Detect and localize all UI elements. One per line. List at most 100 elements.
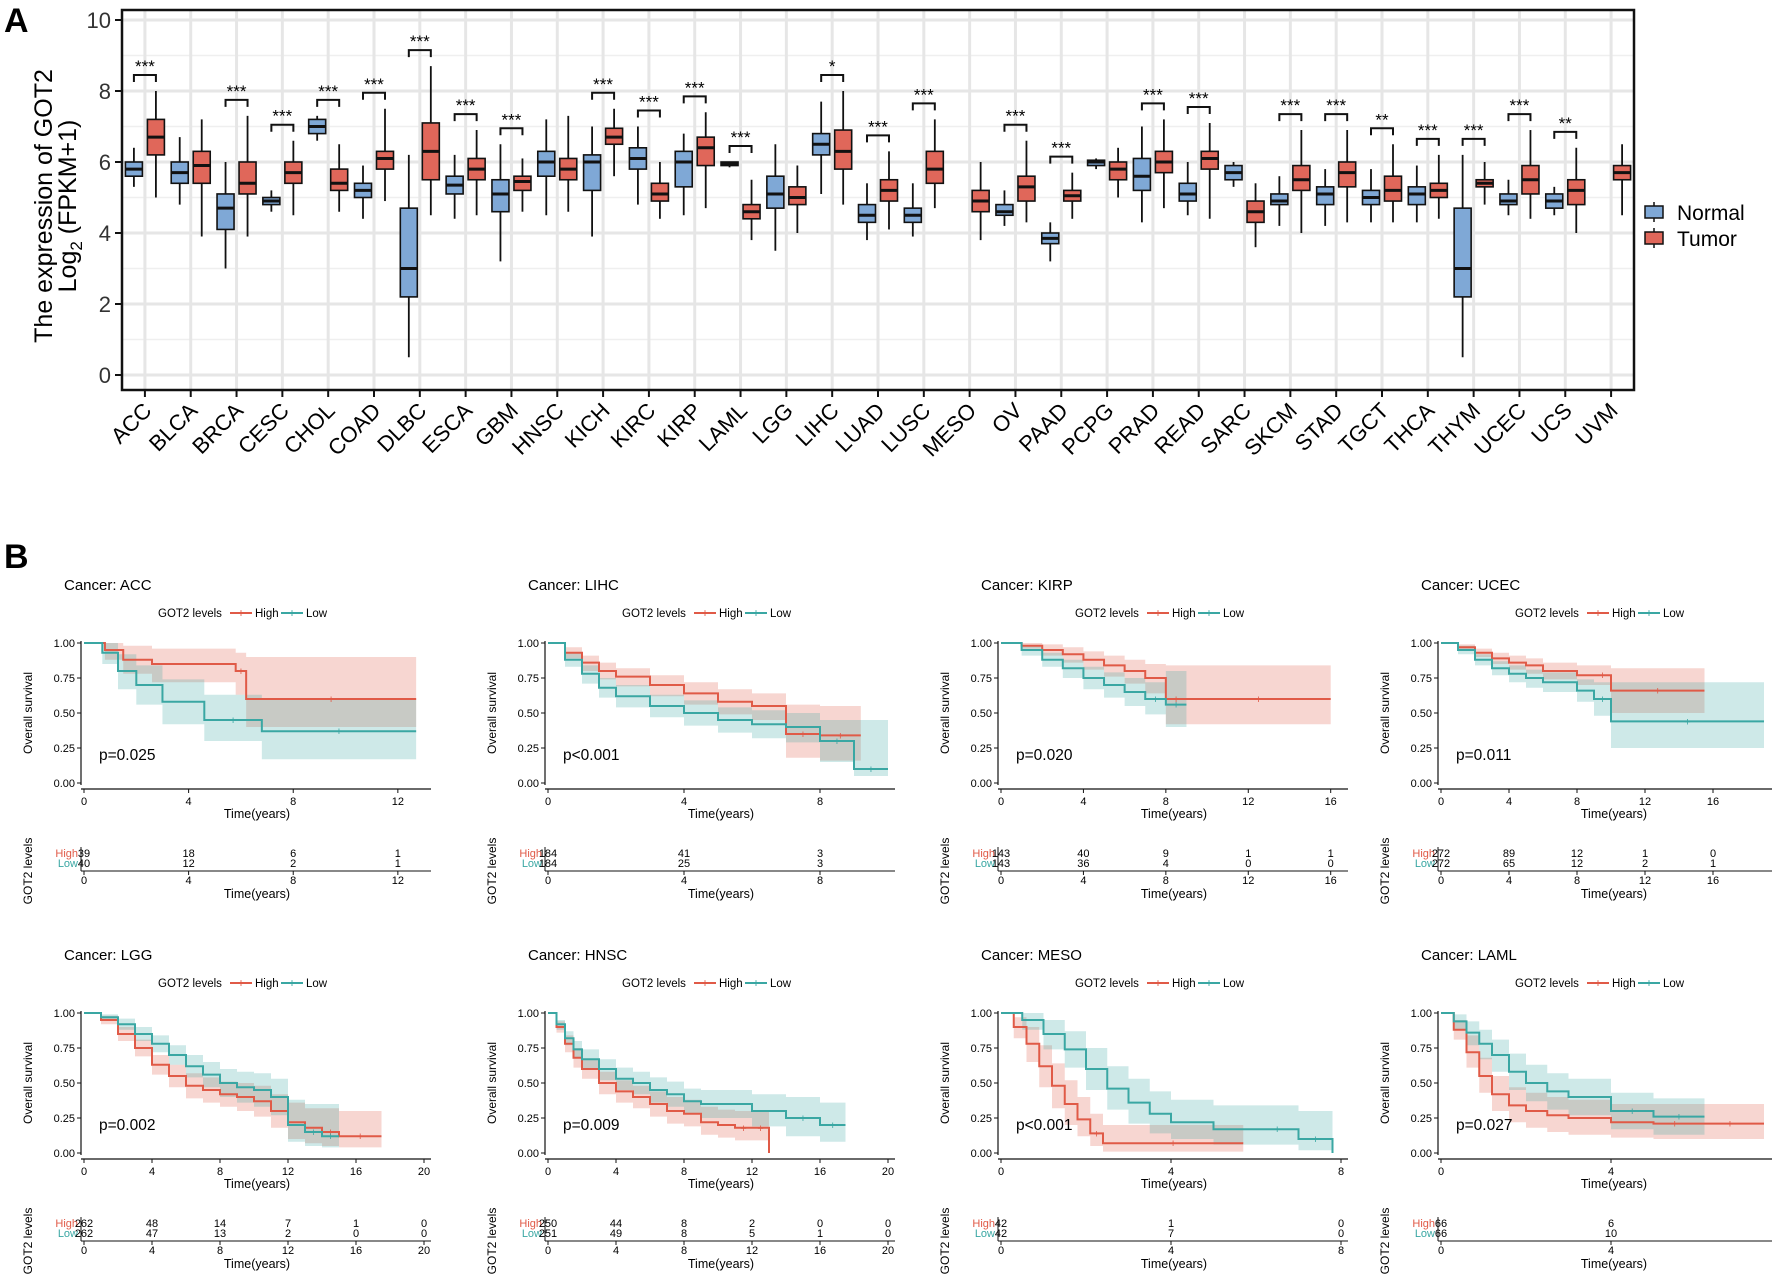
km-legend-low-mark: +: [1205, 606, 1212, 620]
tumor-box-uvm: [1612, 144, 1632, 216]
km-risk-x-tick-label: 8: [1574, 875, 1580, 887]
tumor-box-lihc: [833, 91, 853, 205]
box-body: [1566, 178, 1586, 206]
box-body: [833, 129, 853, 170]
km-x-tick-label: 4: [149, 1166, 155, 1178]
km-risk-x-tick-label: 8: [217, 1245, 223, 1257]
panel-a-ylabel-line2: Log2 (FPKM+1): [54, 120, 86, 293]
km-curve-high: [1441, 1012, 1764, 1125]
km-risk-low-count: 1: [395, 858, 401, 870]
km-x-label: Time(years): [1141, 807, 1207, 821]
km-risk-x-label: Time(years): [1581, 887, 1647, 901]
km-risk-low-count: 10: [1605, 1228, 1617, 1240]
km-risk-x-tick-label: 12: [746, 1245, 758, 1257]
km-x-tick-label: 4: [681, 796, 687, 808]
km-title: Cancer: MESO: [981, 947, 1082, 964]
km-risk-low-count: 40: [78, 858, 90, 870]
km-censor-mark: +: [327, 1127, 333, 1139]
boxplot-legend: Normal Tumor: [1644, 202, 1745, 251]
km-risk-x-tick-label: 16: [814, 1245, 826, 1257]
km-censor-mark: +: [757, 1123, 763, 1135]
box-body: [857, 203, 877, 224]
tumor-box-blca: [192, 119, 212, 237]
significance-prad: ***: [1140, 85, 1165, 111]
km-risk-high-count: 184: [539, 848, 557, 860]
km-censor-mark: +: [740, 1123, 746, 1135]
km-risk-low-count: 272: [1432, 858, 1450, 870]
normal-box-esca: [445, 154, 464, 219]
normal-box-paad: [1040, 222, 1060, 262]
km-risk-low-count: 42: [995, 1228, 1007, 1240]
normal-box-ov: [995, 190, 1014, 226]
km-censor-mark: +: [1312, 1134, 1318, 1146]
km-legend-high-label: High: [719, 608, 743, 620]
km-risk-low-label: Low: [1415, 858, 1435, 870]
km-risk-x-tick-label: 8: [290, 875, 296, 887]
km-risk-high-label: High: [55, 1218, 78, 1230]
km-censor-mark: +: [1173, 694, 1179, 706]
legend-tumor-label: Tumor: [1677, 228, 1737, 251]
km-censor-mark: +: [230, 715, 236, 727]
km-y-tick-label: 0.00: [518, 1148, 539, 1160]
km-legend-high-label: High: [1612, 608, 1636, 620]
significance-bracket: [270, 123, 295, 132]
km-risk-low-count: 36: [1077, 858, 1089, 870]
tumor-box-lusc: [925, 119, 945, 209]
tumor-box-read: [1200, 122, 1220, 219]
box-body: [238, 161, 257, 195]
km-censor-mark: +: [328, 694, 334, 706]
km-risk-x-tick-label: 8: [817, 875, 823, 887]
km-y-tick-label: 0.75: [971, 673, 992, 685]
tumor-box-prad: [1154, 119, 1174, 209]
box-body: [399, 207, 419, 298]
km-y-tick-label: 0.75: [54, 673, 75, 685]
km-legend-low-mark: +: [1205, 976, 1212, 990]
km-censor-mark: +: [357, 1131, 363, 1143]
y-tick-label: 0: [99, 363, 111, 388]
km-censor-mark: +: [800, 1113, 806, 1125]
km-p-value: p=0.009: [563, 1117, 619, 1134]
km-risk-x-tick-label: 12: [392, 875, 404, 887]
km-legend-high-label: High: [1172, 978, 1196, 990]
significance-bracket: [591, 91, 616, 100]
km-x-tick-label: 8: [290, 796, 296, 808]
km-ci-band-high: [1441, 643, 1705, 713]
significance-bracket: [1049, 155, 1074, 164]
km-y-label: Overall survival: [938, 672, 952, 754]
km-risk-high-count: 6: [290, 848, 296, 860]
km-legend-low-mark: +: [752, 976, 759, 990]
significance-bracket: [1415, 137, 1440, 146]
significance-kirp: ***: [682, 78, 707, 104]
km-risk-low-count: 1: [1710, 858, 1716, 870]
km-legend-low-label: Low: [306, 978, 328, 990]
box-body: [375, 150, 395, 170]
km-censor-mark: +: [1170, 1138, 1176, 1150]
km-risk-high-count: 89: [1503, 848, 1515, 860]
tumor-box-pcpg: [1108, 147, 1128, 198]
km-x-label: Time(years): [1141, 1177, 1207, 1191]
box-body: [1499, 193, 1518, 206]
normal-box-luad: [857, 183, 877, 241]
km-panel-hnsc: Cancer: HNSC GOT2 levels + High + Low + + + +0.00…: [485, 947, 895, 1274]
significance-ucs: **: [1553, 114, 1578, 139]
km-risk-high-count: 40: [1077, 848, 1089, 860]
km-risk-low-count: 0: [1338, 1228, 1344, 1240]
km-censor-mark: +: [800, 729, 806, 741]
tumor-box-meso: [971, 162, 990, 241]
km-risk-x-tick-label: 16: [1707, 875, 1719, 887]
km-y-tick-label: 0.50: [1411, 708, 1432, 720]
km-risk-x-tick-label: 0: [1438, 1245, 1444, 1257]
normal-box-blca: [170, 137, 190, 205]
km-legend-high-label: High: [255, 608, 279, 620]
box-body: [582, 154, 602, 192]
km-title: Cancer: HNSC: [528, 947, 627, 964]
box-body: [329, 168, 349, 192]
km-risk-x-tick-label: 0: [1438, 875, 1444, 887]
km-y-tick-label: 0.25: [1411, 743, 1432, 755]
km-risk-ylabel: GOT2 levels: [1378, 1208, 1392, 1275]
km-x-tick-label: 4: [186, 796, 192, 808]
significance-stars: ***: [318, 82, 338, 101]
km-censor-mark: +: [837, 730, 843, 742]
km-risk-high-count: 1: [353, 1218, 359, 1230]
